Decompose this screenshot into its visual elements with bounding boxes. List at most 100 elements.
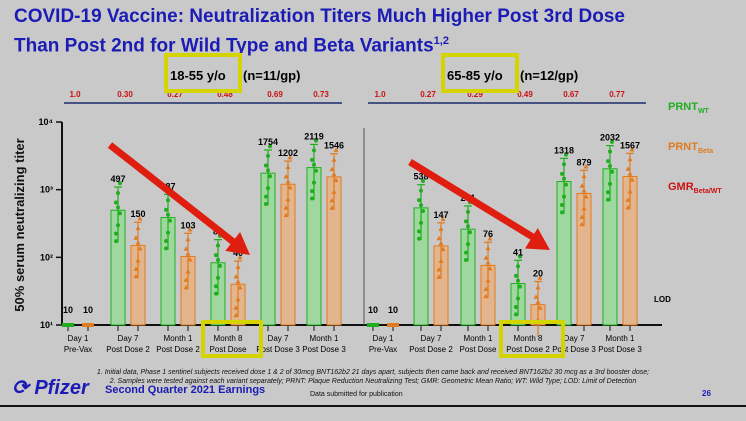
logo-text: Pfizer (34, 377, 89, 399)
data-point-beta (187, 227, 193, 232)
data-point-wt (116, 223, 120, 228)
data-point-beta (438, 226, 444, 231)
data-point-wt (516, 278, 520, 283)
x-tick-label: Post Dose 2 (156, 345, 200, 354)
data-point-beta (333, 147, 339, 152)
data-point-beta (537, 275, 543, 280)
data-point-beta (485, 245, 491, 251)
page-number: 26 (702, 389, 711, 398)
data-point-wt (164, 207, 168, 212)
gmr-value: 0.69 (267, 90, 283, 99)
data-point-wt (564, 182, 568, 187)
data-point-wt (560, 203, 564, 208)
value-label: 1567 (620, 140, 640, 150)
data-point-beta (331, 157, 337, 162)
value-label: 20 (533, 268, 543, 278)
data-point-beta (233, 305, 239, 310)
data-point-wt (166, 230, 170, 235)
bottom-rule (0, 405, 746, 407)
gmr-value: 1.0 (69, 90, 81, 99)
data-point-wt (214, 284, 218, 289)
highlight-box (441, 53, 519, 93)
value-label: 10 (83, 305, 93, 315)
value-label: 2119 (304, 131, 324, 141)
data-point-beta (183, 246, 189, 251)
gmr-value: 0.48 (217, 90, 233, 99)
data-point-wt (312, 148, 316, 153)
data-point-wt (606, 159, 610, 164)
group-label: 65-85 y/o (447, 68, 503, 83)
data-point-wt (312, 162, 316, 167)
data-point-beta (485, 260, 491, 265)
data-point-beta (483, 286, 489, 291)
data-point-wt (562, 176, 566, 181)
x-tick-label: Month 1 (464, 334, 493, 343)
data-point-beta (625, 204, 631, 210)
data-point-wt (417, 236, 421, 241)
x-tick-label: Day 7 (118, 334, 139, 343)
bar-wt (367, 323, 379, 327)
data-point-wt (417, 198, 421, 203)
data-point-wt (164, 246, 168, 251)
data-point-wt (114, 231, 118, 236)
data-point-beta (625, 197, 631, 202)
data-point-wt (518, 284, 522, 289)
data-point-wt (610, 139, 614, 144)
x-tick-label: Post Dose 3 (302, 345, 346, 354)
data-point-beta (583, 194, 589, 199)
data-point-beta (579, 183, 585, 188)
gmr-value: 0.27 (420, 90, 436, 99)
gmr-value: 1.0 (374, 90, 386, 99)
data-point-beta (235, 278, 241, 284)
data-point-wt (421, 178, 425, 183)
data-point-beta (185, 251, 191, 256)
data-point-beta (237, 284, 243, 290)
bar-wt (62, 323, 74, 327)
data-point-wt (266, 186, 270, 191)
data-point-wt (218, 263, 222, 268)
data-point-wt (464, 219, 468, 224)
data-point-wt (168, 218, 172, 223)
slide-title: COVID-19 Vaccine: Neutralization Titers … (14, 5, 625, 58)
data-point-wt (608, 164, 612, 169)
y-axis-label: 50% serum neutralizing titer (12, 138, 27, 311)
x-tick-label: Day 1 (68, 334, 89, 343)
highlight-box (201, 320, 263, 358)
n-label: (n=12/gp) (520, 68, 578, 83)
data-point-beta (579, 214, 585, 219)
data-point-beta (581, 205, 587, 211)
data-point-wt (310, 157, 314, 162)
data-point-wt (266, 168, 270, 173)
data-point-beta (233, 274, 239, 279)
bar-beta (82, 323, 94, 327)
data-point-beta (331, 171, 337, 177)
value-label: 497 (110, 174, 125, 184)
data-point-beta (581, 173, 587, 179)
value-label: 879 (576, 157, 591, 167)
data-point-beta (583, 164, 589, 169)
data-point-beta (137, 246, 143, 251)
data-point-beta (329, 166, 335, 172)
data-point-wt (514, 305, 518, 310)
data-point-wt (606, 197, 610, 202)
gmr-value: 0.30 (117, 90, 133, 99)
data-point-beta (283, 174, 289, 179)
x-tick-label: Post Dose (460, 345, 497, 354)
x-tick-label: Month 1 (310, 334, 339, 343)
data-point-beta (436, 274, 442, 279)
group-label: 18-55 y/o (170, 68, 226, 83)
data-point-wt (419, 188, 423, 193)
pfizer-logo: ⟳ Pfizer (12, 377, 89, 399)
data-point-wt (118, 211, 122, 216)
data-point-beta (331, 189, 337, 194)
gmr-value: 0.67 (563, 90, 579, 99)
data-point-wt (466, 224, 470, 229)
data-point-beta (537, 305, 543, 310)
data-point-wt (310, 196, 314, 201)
data-point-beta (627, 171, 633, 176)
x-tick-label: Month 1 (606, 334, 635, 343)
data-point-beta (535, 299, 541, 304)
data-point-beta (627, 188, 633, 194)
highlight-box (164, 53, 242, 93)
